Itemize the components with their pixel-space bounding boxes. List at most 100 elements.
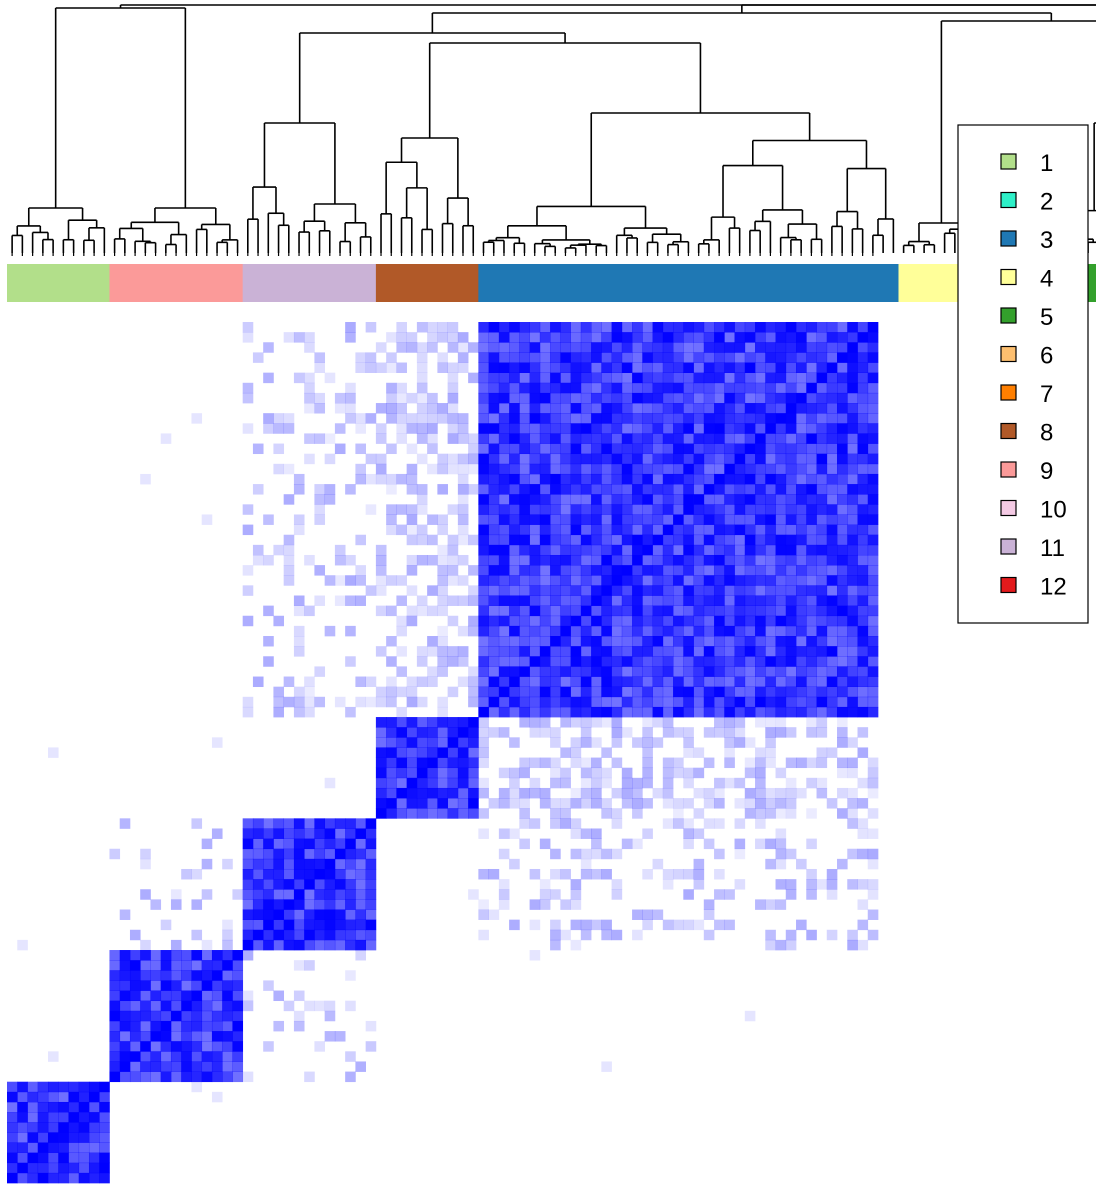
heat-cell <box>867 595 879 606</box>
heat-cell <box>437 717 448 728</box>
heat-cell <box>498 646 510 657</box>
heat-cell <box>88 1132 100 1143</box>
heat-cell <box>314 352 326 363</box>
heat-cell <box>847 392 858 404</box>
heat-cell <box>806 423 817 434</box>
heat-cell <box>232 889 244 900</box>
heat-cell <box>68 1091 80 1103</box>
heat-cell <box>447 808 459 819</box>
heat-cell <box>867 767 879 779</box>
heat-cell <box>345 939 356 951</box>
heat-cell <box>427 605 438 617</box>
heat-cell <box>222 980 233 991</box>
heat-cell <box>775 636 787 647</box>
heat-cell <box>796 484 807 495</box>
heat-cell <box>273 899 285 910</box>
heat-cell <box>867 484 879 495</box>
heat-cell <box>785 787 797 799</box>
heat-cell <box>570 595 582 606</box>
heat-cell <box>58 1081 69 1093</box>
heat-cell <box>375 696 387 708</box>
heat-cell <box>611 615 623 627</box>
heat-cell <box>396 392 407 404</box>
heat-cell <box>816 656 828 667</box>
heat-cell <box>867 848 879 860</box>
heat-cell <box>539 696 551 708</box>
heat-cell <box>550 392 561 404</box>
heat-cell <box>375 575 387 586</box>
heat-cell <box>498 706 510 718</box>
heat-cell <box>837 585 848 596</box>
heat-cell <box>652 544 664 556</box>
heat-cell <box>806 534 817 546</box>
heat-cell <box>601 868 612 880</box>
heat-cell <box>406 798 418 809</box>
heat-cell <box>857 615 869 627</box>
heat-cell <box>529 473 541 485</box>
heat-cell <box>437 413 448 424</box>
heat-cell <box>386 443 397 455</box>
heat-cell <box>529 352 541 363</box>
heat-cell <box>478 382 489 394</box>
heat-cell <box>375 757 387 769</box>
heat-cell <box>263 919 274 931</box>
heat-cell <box>693 423 705 434</box>
heat-cell <box>334 838 346 850</box>
heat-cell <box>222 919 233 931</box>
heat-cell <box>529 453 541 465</box>
heat-cell <box>58 1152 69 1164</box>
heat-cell <box>560 585 571 596</box>
heat-cell <box>550 767 561 779</box>
heat-cell <box>570 818 582 829</box>
heat-cell <box>437 777 448 789</box>
heat-cell <box>386 524 397 536</box>
heat-cell <box>468 565 479 576</box>
heat-cell <box>252 352 264 363</box>
heat-cell <box>662 625 674 637</box>
heat-cell <box>734 636 746 647</box>
heat-cell <box>129 950 141 961</box>
heat-cell <box>334 696 346 708</box>
heat-cell <box>580 737 592 748</box>
heat-cell <box>406 737 418 748</box>
heat-cell <box>447 798 459 809</box>
heat-cell <box>826 929 838 941</box>
heat-cell <box>765 717 776 728</box>
heat-cell <box>519 494 530 505</box>
heat-cell <box>826 372 838 384</box>
heat-cell <box>857 332 869 343</box>
heat-cell <box>211 1000 223 1012</box>
heat-cell <box>693 403 705 414</box>
heat-cell <box>580 666 592 677</box>
heat-cell <box>621 706 633 718</box>
heat-cell <box>837 544 848 556</box>
heat-cell <box>242 919 254 931</box>
heat-cell <box>498 443 510 455</box>
heat-cell <box>724 919 735 931</box>
heat-cell <box>734 727 746 738</box>
heat-cell <box>601 362 612 373</box>
heat-cell <box>570 757 582 769</box>
heat-cell <box>304 554 315 566</box>
heat-cell <box>211 1031 223 1042</box>
heat-cell <box>662 352 674 363</box>
heat-cell <box>683 818 694 829</box>
heat-cell <box>160 1020 172 1032</box>
heat-cell <box>632 909 643 920</box>
heat-cell <box>550 798 561 809</box>
heat-cell <box>468 534 479 546</box>
heat-cell <box>150 950 162 961</box>
heat-cell <box>662 362 674 373</box>
heat-cell <box>765 534 776 546</box>
heat-cell <box>601 352 612 363</box>
heat-cell <box>539 838 551 850</box>
heat-cell <box>509 706 520 718</box>
heat-cell <box>714 636 725 647</box>
heat-cell <box>78 1122 90 1133</box>
heat-cell <box>488 676 500 688</box>
heat-cell <box>857 706 869 718</box>
heat-cell <box>150 960 162 971</box>
heat-cell <box>755 342 766 353</box>
heat-cell <box>837 473 848 485</box>
heat-cell <box>724 656 735 667</box>
